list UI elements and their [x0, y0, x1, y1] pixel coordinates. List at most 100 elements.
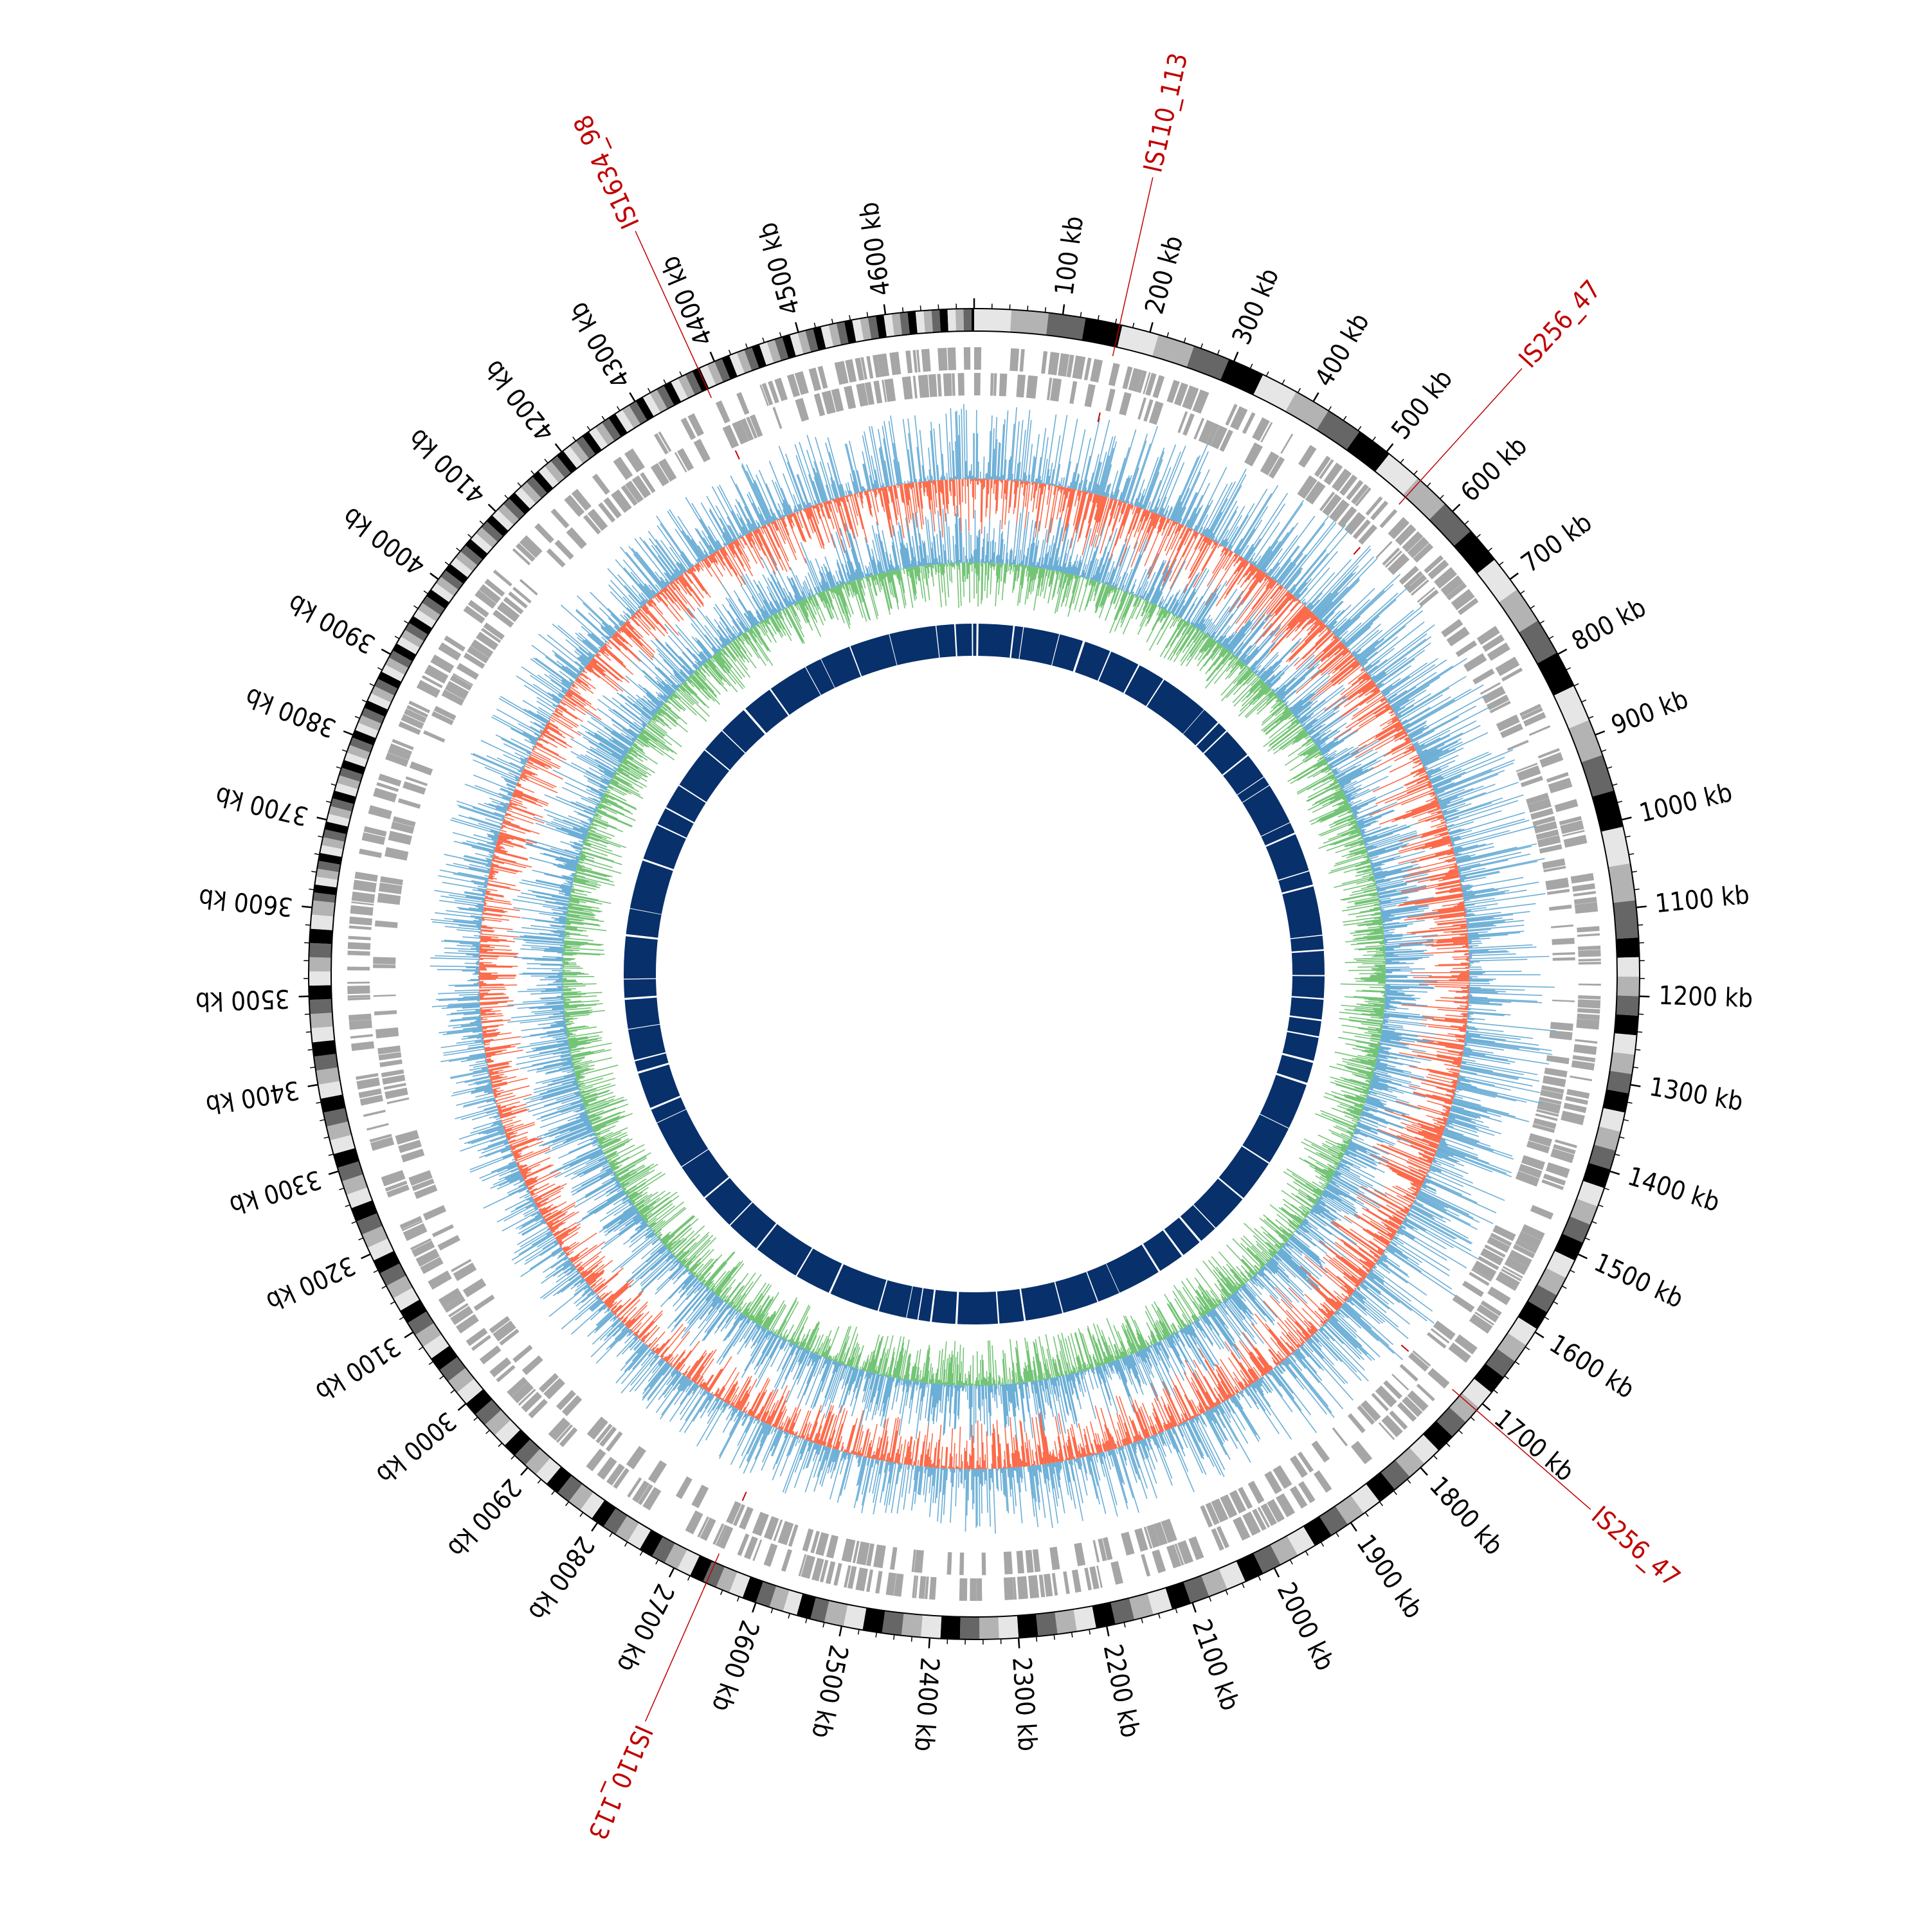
gene-block [781, 1549, 792, 1571]
major-tick [361, 1254, 371, 1259]
gene-block [648, 1460, 667, 1483]
minor-tick [1175, 1608, 1177, 1613]
gene-block [1248, 1481, 1265, 1504]
gene-block [1427, 1332, 1447, 1349]
minor-tick [1434, 1456, 1438, 1459]
gene-block [356, 1078, 380, 1090]
gene-block [1033, 1549, 1040, 1573]
gene-block [833, 1563, 842, 1585]
gene-block [352, 892, 375, 903]
core-genome-ring [623, 623, 1325, 1324]
minor-tick [920, 305, 921, 311]
ideogram-band [309, 999, 332, 1014]
minor-tick [424, 591, 428, 594]
major-tick [489, 504, 496, 511]
gene-block [1109, 363, 1120, 386]
gene-block [1427, 1368, 1449, 1389]
major-tick [1510, 573, 1518, 579]
minor-tick [1530, 606, 1535, 608]
minor-tick [823, 1622, 824, 1627]
scale-label: 200 kb [1139, 233, 1189, 318]
minor-tick [1282, 379, 1285, 384]
major-tick [1420, 1468, 1427, 1476]
minor-tick [486, 1431, 490, 1434]
gene-block [1379, 509, 1397, 528]
gene-block [1332, 1427, 1348, 1447]
gene-block [1370, 501, 1388, 521]
core-ring-band [624, 624, 1325, 1324]
minor-tick [1446, 1443, 1450, 1447]
scale-label: 1600 kb [1544, 1329, 1639, 1405]
gene-block [348, 942, 370, 950]
minor-tick [1624, 1119, 1629, 1121]
gene-block [1366, 496, 1383, 516]
minor-tick [1372, 437, 1375, 440]
gene-block [398, 799, 421, 809]
gene-block [359, 849, 382, 858]
minor-tick [688, 1576, 690, 1580]
gene-block [875, 1571, 882, 1594]
gene-block [592, 474, 610, 495]
major-tick [1631, 1085, 1641, 1087]
scale-label: 4600 kb [855, 200, 896, 298]
minor-tick [1566, 667, 1571, 670]
gene-block [1463, 653, 1487, 672]
gene-block [347, 982, 370, 984]
gene-block [959, 1553, 964, 1575]
ideogram-band [311, 1026, 334, 1042]
major-tick [521, 1468, 528, 1476]
major-tick [592, 1522, 597, 1531]
gene-block [349, 925, 372, 930]
major-tick [711, 352, 714, 361]
gene-block [736, 392, 749, 415]
minor-tick [1167, 332, 1168, 338]
gene-block [377, 893, 401, 905]
gene-block [937, 348, 948, 371]
minor-tick [573, 437, 576, 440]
minor-tick [1585, 1238, 1589, 1240]
minor-tick [1465, 521, 1469, 524]
minor-tick [318, 836, 323, 837]
gene-block [772, 407, 782, 429]
minor-tick [1632, 871, 1637, 872]
gene-block [1348, 1413, 1366, 1433]
gene-block [826, 1535, 838, 1558]
gene-block [1252, 417, 1270, 441]
gene-block [534, 523, 554, 543]
minor-tick [1574, 683, 1579, 685]
scale-label: 100 kb [1049, 214, 1089, 297]
minor-tick [721, 1590, 723, 1594]
minor-tick [342, 750, 347, 752]
minor-tick [1617, 801, 1622, 802]
minor-tick [1045, 307, 1046, 312]
minor-tick [1414, 471, 1417, 474]
ideogram-band [998, 1616, 1019, 1639]
gene-block [1073, 356, 1086, 379]
gene-block [453, 1263, 476, 1281]
minor-tick [780, 332, 781, 338]
major-tick [669, 1568, 674, 1577]
minor-tick [1476, 534, 1480, 537]
minor-tick [1089, 1629, 1090, 1634]
gene-block [1004, 1577, 1014, 1600]
gene-block [1507, 740, 1529, 751]
ideogram-band [309, 928, 332, 944]
minor-tick [1226, 1590, 1227, 1594]
minor-tick [1459, 1431, 1463, 1434]
gene-block [1550, 1022, 1573, 1031]
ideogram-band [972, 309, 974, 331]
gene-block [1119, 392, 1132, 416]
is-label: IS110_113 [582, 1720, 658, 1843]
gene-block [374, 995, 396, 997]
minor-tick [610, 1533, 612, 1537]
ideogram-band [979, 1616, 999, 1639]
minor-tick [1570, 1270, 1575, 1273]
gene-block [889, 352, 901, 375]
ideogram-band [310, 1013, 333, 1028]
major-tick [884, 304, 885, 314]
scale-label: 2600 kb [706, 1616, 765, 1715]
minor-tick [370, 683, 374, 685]
scale-label: 700 kb [1516, 508, 1598, 579]
minor-tick [429, 1362, 433, 1365]
